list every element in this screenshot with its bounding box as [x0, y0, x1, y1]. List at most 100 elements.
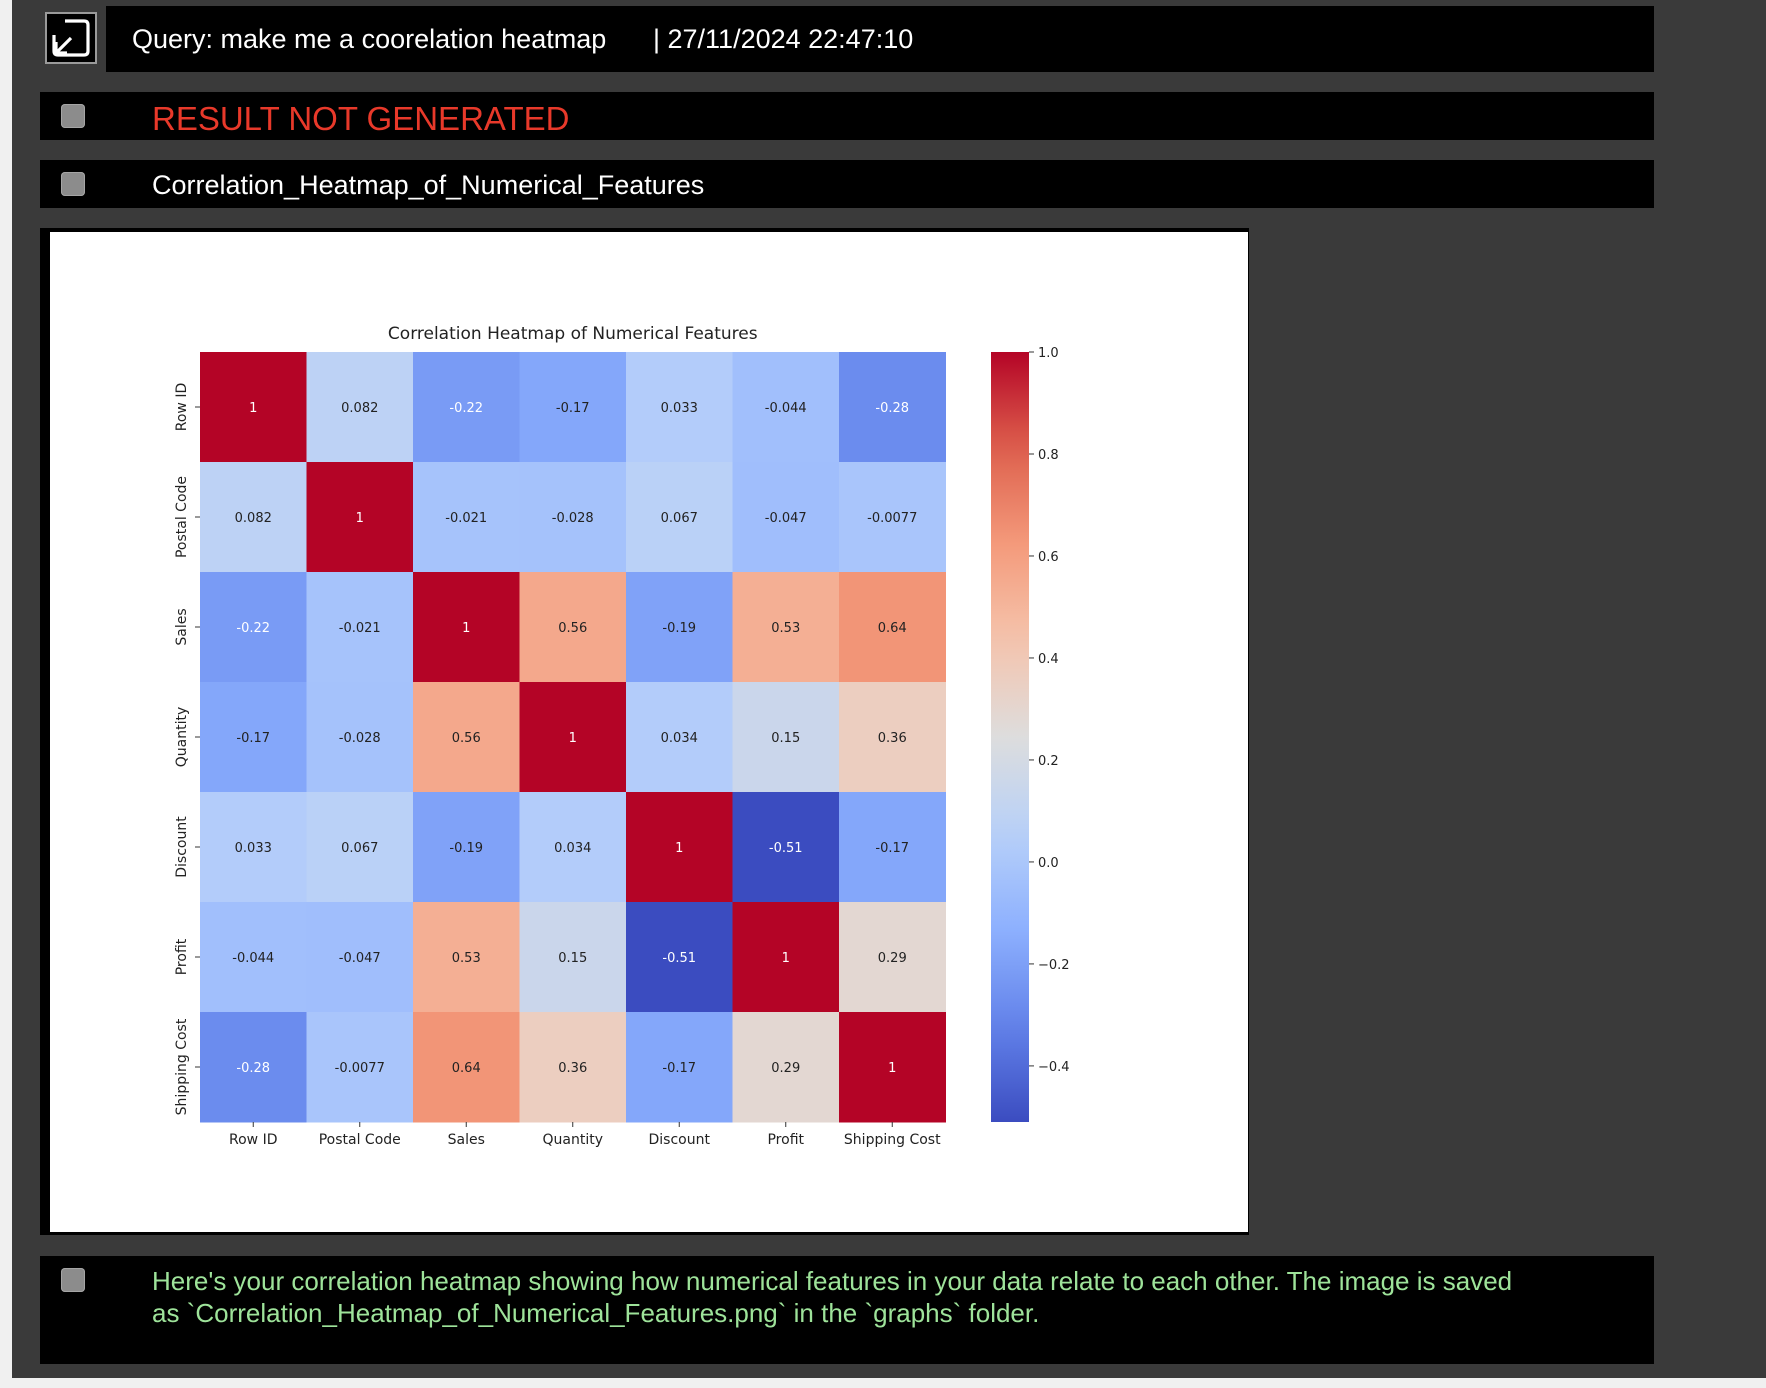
heatmap-cell-label: 1: [782, 951, 790, 966]
heatmap-cell: [413, 682, 520, 793]
x-tick-label: Quantity: [543, 1132, 604, 1148]
heatmap-cell-label: -0.028: [552, 511, 594, 526]
heatmap-cell: [732, 1012, 840, 1123]
colorbar-tick-label: 0.4: [1038, 652, 1059, 667]
heatmap-cell-label: 1: [569, 731, 577, 746]
response-line-2: as `Correlation_Heatmap_of_Numerical_Fea…: [152, 1298, 1040, 1328]
heatmap-cell: [413, 902, 520, 1013]
heatmap-cell: [519, 902, 627, 1013]
colorbar-tick-label: 0.0: [1038, 856, 1059, 871]
heatmap-cell: [413, 1012, 520, 1123]
heatmap-cell: [413, 352, 520, 463]
colorbar-tick-label: 0.6: [1038, 550, 1059, 565]
colorbar-tick-label: −0.4: [1038, 1060, 1070, 1075]
heatmap-cell: [200, 352, 307, 463]
checkbox-icon[interactable]: [61, 172, 85, 196]
y-tick-label: Quantity: [174, 707, 190, 768]
heatmap-cell-label: -0.0077: [867, 511, 917, 526]
heatmap-cell-label: -0.19: [662, 621, 696, 636]
heatmap-cell: [839, 352, 946, 463]
heatmap-cell: [306, 1012, 414, 1123]
heatmap-cell-label: -0.0077: [335, 1061, 385, 1076]
heatmap-cell: [732, 572, 840, 683]
correlation-heatmap: Correlation Heatmap of Numerical Feature…: [174, 324, 1070, 1148]
heatmap-cell-label: -0.044: [765, 401, 807, 416]
heatmap-cell-label: -0.51: [662, 951, 696, 966]
x-tick-label: Row ID: [229, 1132, 277, 1148]
query-timestamp: | 27/11/2024 22:47:10: [653, 24, 914, 54]
response-line-1: Here's your correlation heatmap showing …: [152, 1266, 1513, 1296]
heatmap-cell-label: 0.29: [771, 1061, 800, 1076]
expand-arrow-icon: [52, 19, 90, 57]
checkbox-icon[interactable]: [61, 104, 85, 128]
heatmap-cell-label: -0.17: [236, 731, 270, 746]
heatmap-cell: [413, 792, 520, 903]
heatmap-cell-label: -0.044: [232, 951, 274, 966]
heatmap-cell: [839, 792, 946, 903]
heatmap-cell: [519, 572, 627, 683]
x-tick-label: Sales: [448, 1132, 485, 1148]
heatmap-cell-label: -0.17: [556, 401, 590, 416]
heatmap-cell-label: -0.021: [339, 621, 381, 636]
response-message: [40, 1256, 1654, 1364]
y-tick-label: Row ID: [174, 383, 190, 431]
query-header: [106, 6, 1654, 72]
heatmap-cell: [306, 682, 414, 793]
heatmap-cell-label: 0.067: [341, 841, 378, 856]
heatmap-cell: [200, 462, 307, 573]
heatmap-cell: [839, 1012, 946, 1123]
heatmap-cell-label: 1: [356, 511, 364, 526]
heatmap-cell-label: -0.28: [875, 401, 909, 416]
heatmap-cell-label: 0.64: [878, 621, 907, 636]
expand-button[interactable]: [45, 12, 97, 64]
heatmap-cell: [519, 792, 627, 903]
query-text: Query: make me a coorelation heatmap: [132, 24, 607, 54]
heatmap-cell-label: 0.64: [452, 1061, 481, 1076]
x-tick-label: Discount: [649, 1132, 711, 1148]
heatmap-cell-label: -0.17: [662, 1061, 696, 1076]
heatmap-cell: [519, 682, 627, 793]
heatmap-cell-label: 1: [888, 1061, 896, 1076]
heatmap-cell: [306, 572, 414, 683]
heatmap-cell: [626, 902, 733, 1013]
heatmap-cell-label: 0.15: [558, 951, 587, 966]
heatmap-cell-label: -0.28: [236, 1061, 270, 1076]
heatmap-cell-label: -0.047: [339, 951, 381, 966]
heatmap-cell: [413, 572, 520, 683]
heatmap-cell: [732, 792, 840, 903]
heatmap-cell-label: 0.033: [235, 841, 272, 856]
colorbar-tick-label: 0.8: [1038, 448, 1059, 463]
checkbox-icon[interactable]: [61, 1268, 85, 1292]
colorbar-tick-label: −0.2: [1038, 958, 1070, 973]
x-tick-label: Profit: [767, 1132, 804, 1148]
x-tick-label: Postal Code: [319, 1132, 401, 1148]
heatmap-cell: [306, 352, 414, 463]
heatmap-cell: [200, 902, 307, 1013]
graph-image: Correlation Heatmap of Numerical Feature…: [50, 232, 1248, 1232]
heatmap-cell-label: -0.51: [769, 841, 803, 856]
heatmap-cell-label: 0.36: [878, 731, 907, 746]
heatmap-cell: [626, 462, 733, 573]
heatmap-cell-label: 0.034: [661, 731, 698, 746]
result-status-text: RESULT NOT GENERATED: [152, 100, 570, 137]
heatmap-cell: [519, 462, 627, 573]
heatmap-cell-label: 0.53: [771, 621, 800, 636]
heatmap-cell: [839, 682, 946, 793]
heatmap-cell: [626, 352, 733, 463]
heatmap-cell-label: -0.22: [449, 401, 483, 416]
heatmap-cell: [519, 352, 627, 463]
heatmap-cell-label: 0.033: [661, 401, 698, 416]
heatmap-cell-label: 0.034: [554, 841, 591, 856]
heatmap-cell: [306, 792, 414, 903]
x-tick-label: Shipping Cost: [844, 1132, 941, 1148]
graph-name-text: Correlation_Heatmap_of_Numerical_Feature…: [152, 170, 705, 200]
y-tick-label: Postal Code: [174, 476, 190, 558]
heatmap-cell: [306, 462, 414, 573]
heatmap-cell-label: 0.15: [771, 731, 800, 746]
result-status-row: [40, 92, 1654, 140]
colorbar-tick-label: 1.0: [1038, 346, 1059, 361]
y-tick-label: Shipping Cost: [174, 1018, 190, 1115]
heatmap-cell: [200, 682, 307, 793]
heatmap-cell: [732, 462, 840, 573]
heatmap-cell: [732, 902, 840, 1013]
